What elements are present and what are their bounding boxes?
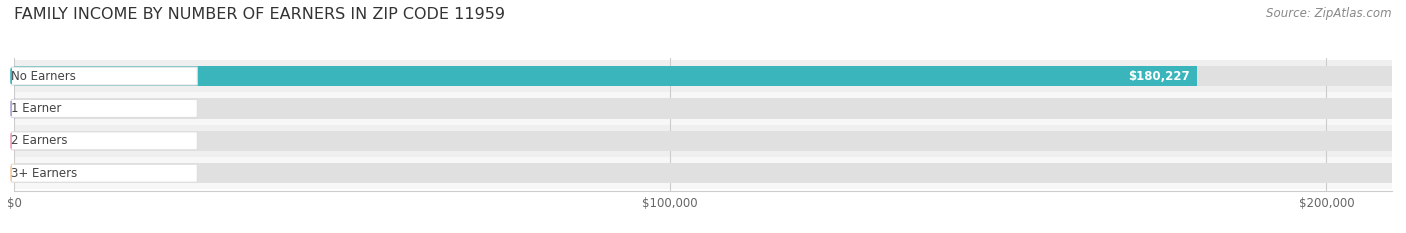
FancyBboxPatch shape [11,132,197,150]
Bar [14,125,1392,157]
FancyBboxPatch shape [11,67,197,85]
Text: No Earners: No Earners [11,70,76,82]
Bar [14,60,1392,92]
Text: 1 Earner: 1 Earner [11,102,62,115]
Bar [14,163,1392,183]
Bar [14,92,1392,125]
Bar [14,66,1392,86]
Text: $0: $0 [22,102,37,115]
FancyBboxPatch shape [11,99,197,117]
Text: $0: $0 [22,167,37,180]
Text: $0: $0 [22,134,37,147]
Text: 3+ Earners: 3+ Earners [11,167,77,180]
Bar [14,98,1392,119]
Bar [14,131,1392,151]
Bar [14,66,1197,86]
FancyBboxPatch shape [11,164,197,182]
Bar [14,157,1392,189]
Text: FAMILY INCOME BY NUMBER OF EARNERS IN ZIP CODE 11959: FAMILY INCOME BY NUMBER OF EARNERS IN ZI… [14,7,505,22]
Text: 2 Earners: 2 Earners [11,134,67,147]
Text: $180,227: $180,227 [1128,70,1189,82]
Text: Source: ZipAtlas.com: Source: ZipAtlas.com [1267,7,1392,20]
